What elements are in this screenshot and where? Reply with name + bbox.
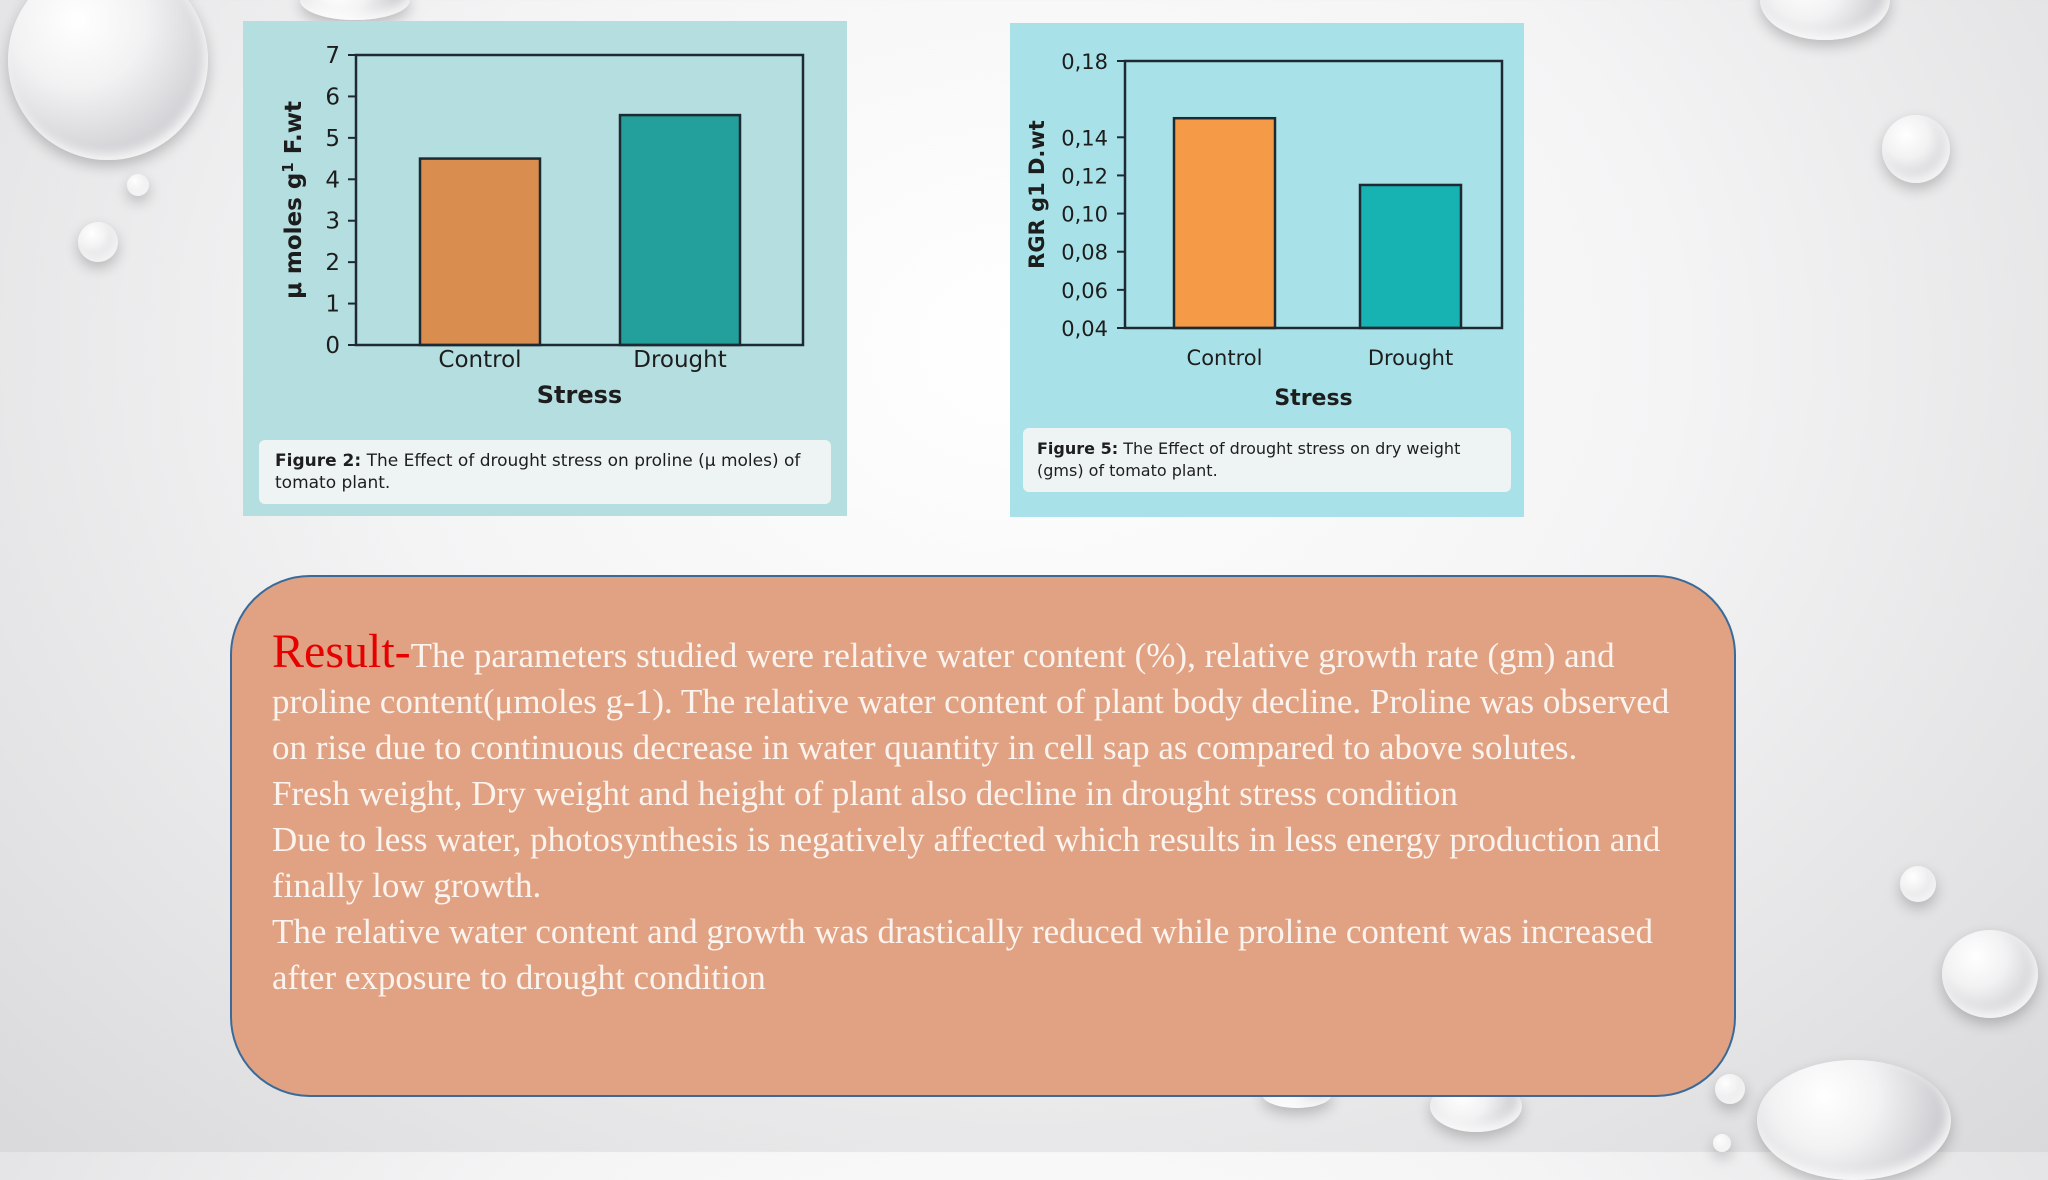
y-tick-label: 5 (325, 126, 340, 152)
result-line: Due to less water, photosynthesis is neg… (272, 820, 1661, 905)
figure-caption: Figure 2: The Effect of drought stress o… (259, 440, 831, 504)
x-tick-label: Control (438, 347, 521, 373)
y-tick-label: 2 (325, 250, 340, 276)
water-drop-decoration (78, 222, 118, 262)
result-label: Result- (272, 625, 411, 678)
x-axis-title: Stress (1274, 386, 1352, 411)
dry-weight-bar-chart: 0,04 0,06 0,08 0,10 0,12 0,14 0,18 Control Droug… (1025, 50, 1504, 411)
y-tick-label: 0,12 (1061, 164, 1108, 188)
water-drop-decoration (127, 174, 149, 196)
caption-text: The Effect of drought stress on proline … (275, 451, 801, 493)
y-axis-title: RGR g1 D.wt (1025, 120, 1049, 269)
y-tick-label: 4 (325, 167, 340, 193)
water-drop-decoration (8, 0, 208, 160)
y-tick-label: 0,18 (1061, 50, 1108, 74)
plot-frame (354, 53, 805, 347)
result-line: Fresh weight, Dry weight and height of p… (272, 774, 1458, 813)
y-tick-label: 3 (325, 209, 340, 235)
caption-text: The Effect of drought stress on dry weig… (1037, 439, 1461, 480)
bar-drought (1358, 183, 1463, 330)
y-tick-label: 0,10 (1061, 203, 1108, 227)
x-tick-label: Drought (1368, 346, 1453, 370)
water-drop-decoration (1715, 1074, 1745, 1104)
y-tick-label: 0 (325, 333, 340, 359)
y-axis-title-suffix: F.wt (281, 101, 307, 162)
y-axis-title-text: μ moles g (281, 173, 307, 299)
y-tick-label: 0,06 (1061, 279, 1108, 303)
y-tick-label: 0,04 (1061, 317, 1108, 341)
y-axis-title-text: RGR g1 D.wt (1025, 120, 1049, 269)
figure-caption: Figure 5: The Effect of drought stress o… (1023, 428, 1511, 492)
result-line: The relative water content and growth wa… (272, 912, 1653, 997)
water-drop-decoration (1757, 1060, 1951, 1180)
figure-proline-chart: 0 1 2 3 4 5 6 7 Control Drought Stress μ moles g1 F… (243, 21, 847, 516)
water-drop-decoration (1882, 115, 1950, 183)
y-tick-label: 0,14 (1061, 126, 1108, 150)
water-drop-decoration (1760, 0, 1890, 40)
y-tick-label: 7 (325, 43, 340, 69)
y-axis-title: μ moles g1 F.wt (279, 101, 307, 299)
result-text-box: Result-The parameters studied were relat… (230, 575, 1736, 1097)
water-drop-decoration (300, 0, 410, 20)
x-axis-title: Stress (537, 381, 622, 409)
caption-label: Figure 2: (275, 451, 362, 471)
y-tick-label: 1 (325, 292, 340, 318)
water-drop-decoration (1900, 866, 1936, 902)
water-drop-decoration (1713, 1134, 1731, 1152)
water-drop-decoration (1942, 930, 2038, 1018)
figure-dry-weight-chart: 0,04 0,06 0,08 0,10 0,12 0,14 0,18 Control Droug… (1010, 23, 1524, 517)
x-tick-label: Control (1187, 346, 1263, 370)
plot-frame (1123, 59, 1504, 330)
bar-control (1172, 116, 1277, 330)
y-tick-label: 0,08 (1061, 241, 1108, 265)
y-axis-title-superscript: 1 (279, 162, 297, 172)
y-tick-label: 6 (325, 84, 340, 110)
bar-drought (618, 113, 742, 347)
result-paragraph: Result-The parameters studied were relat… (272, 628, 1694, 771)
caption-label: Figure 5: (1037, 439, 1119, 458)
result-line: The parameters studied were relative wat… (272, 636, 1670, 767)
bar-control (418, 157, 542, 347)
x-tick-label: Drought (633, 347, 727, 373)
